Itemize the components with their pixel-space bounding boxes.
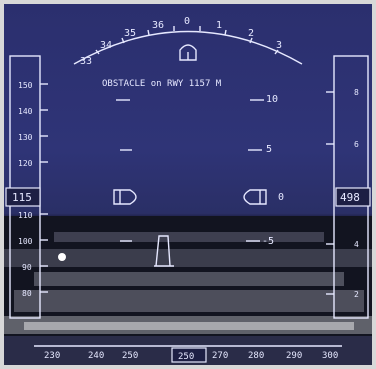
airspeed-readout: 115 [12,191,32,204]
airspeed-tick-130: 130 [18,133,33,142]
heading-arc-label-2: 2 [248,28,254,39]
obstacle-warning: OBSTACLE on RWY 1157 M [102,79,222,89]
heading-arc-label-34: 34 [100,40,112,51]
pitch-label-10: 10 [266,94,278,105]
heading-arc-label-3: 3 [276,40,282,51]
pitch-label-0: 0 [278,192,284,203]
pitch-ladder [116,99,264,242]
heading-arc-label-33: 33 [80,56,92,67]
hud-display: 33 34 35 36 0 1 2 3 OBSTACLE on RWY 1157… [4,4,372,365]
airspeed-tick-140: 140 [18,107,33,116]
airspeed-readout-box [5,187,41,207]
heading-arc-ticks [95,26,279,55]
heading-arc-label-35: 35 [124,28,136,39]
airspeed-tick-110: 110 [18,211,33,220]
heading-arc-label-36: 36 [152,20,164,31]
airspeed-tick-150: 150 [18,81,33,90]
heading-pointer-icon [179,44,197,61]
pitch-label-5: 5 [266,144,272,155]
aircraft-reference-icon [113,189,137,205]
ground-terrain [4,216,372,365]
pitch-label-minus-5: -5 [262,236,274,247]
altitude-readout-box [335,187,371,207]
altitude-tick-2: 2 [354,290,359,299]
airspeed-tick-120: 120 [18,159,33,168]
airspeed-tape [9,55,48,319]
heading-tape-tick-270: 270 [212,351,228,361]
airspeed-tick-100: 100 [18,237,33,246]
heading-readout: 250 [178,352,194,362]
hud-symbology: 33 34 35 36 0 1 2 3 OBSTACLE on RWY 1157… [4,16,372,365]
altitude-tick-6: 6 [354,140,359,149]
heading-arc-label-0: 0 [184,16,190,27]
heading-readout-box [171,347,207,363]
heading-tape-tick-300: 300 [322,351,338,361]
heading-tape-tick-240: 240 [88,351,104,361]
heading-tape-tick-280: 280 [248,351,264,361]
runway-marker-icon [154,235,174,267]
heading-tape-tick-290: 290 [286,351,302,361]
altitude-tape [326,55,369,319]
altitude-tick-8: 8 [354,88,359,97]
heading-arc [73,30,303,65]
heading-arc-label-1: 1 [216,20,222,31]
altitude-tick-4: 4 [354,240,359,249]
airspeed-tick-90: 90 [22,263,32,272]
heading-tape-tick-250: 250 [122,351,138,361]
flight-path-vector-icon [243,189,267,205]
heading-tape-tick-230: 230 [44,351,60,361]
light-dot-icon [58,253,66,261]
altitude-readout: 498 [340,191,360,204]
airspeed-tick-80: 80 [22,289,32,298]
